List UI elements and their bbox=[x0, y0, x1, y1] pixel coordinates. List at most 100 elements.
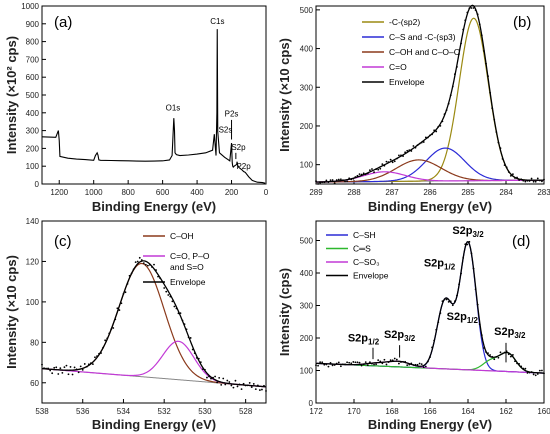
data-point bbox=[453, 73, 456, 76]
data-point bbox=[480, 334, 483, 337]
data-point bbox=[63, 366, 66, 369]
y-tick-label: 60 bbox=[30, 379, 39, 388]
data-point bbox=[114, 318, 117, 321]
data-point bbox=[410, 362, 413, 365]
data-point bbox=[342, 363, 344, 366]
plot-frame-d bbox=[315, 220, 545, 404]
data-point bbox=[530, 177, 533, 180]
data-point bbox=[482, 50, 485, 52]
data-point bbox=[530, 371, 533, 373]
data-point bbox=[346, 361, 348, 364]
data-point bbox=[402, 155, 404, 158]
y-tick-label: 400 bbox=[300, 269, 314, 278]
data-point bbox=[404, 360, 407, 363]
data-point bbox=[368, 169, 371, 172]
data-point bbox=[395, 358, 398, 361]
data-point bbox=[47, 367, 50, 370]
data-point bbox=[543, 178, 545, 181]
data-point bbox=[489, 354, 492, 356]
x-axis-title-b: Binding Energy (eV) bbox=[368, 199, 492, 214]
data-point bbox=[487, 75, 489, 78]
data-point bbox=[236, 385, 239, 388]
x-tick-label: 1000 bbox=[85, 188, 103, 197]
data-point bbox=[118, 309, 121, 311]
data-point bbox=[451, 304, 454, 307]
data-point bbox=[73, 366, 76, 369]
data-point bbox=[509, 175, 512, 177]
data-point bbox=[422, 141, 425, 143]
data-point bbox=[443, 298, 446, 301]
data-point bbox=[377, 359, 380, 362]
y-axis-title-b: Intensity (×10 cps) bbox=[277, 38, 292, 152]
data-point bbox=[136, 260, 139, 263]
data-point bbox=[206, 376, 208, 379]
x-tick-label: 534 bbox=[117, 407, 131, 416]
data-point bbox=[165, 290, 168, 293]
data-point bbox=[536, 177, 539, 180]
data-point bbox=[87, 363, 90, 366]
data-point bbox=[437, 125, 440, 128]
data-point bbox=[98, 352, 100, 355]
data-point bbox=[400, 361, 402, 363]
data-point bbox=[497, 356, 500, 359]
data-point bbox=[524, 367, 527, 370]
annotations-a: C1s O1s P2s S2s S2p P2p bbox=[166, 17, 252, 171]
data-point bbox=[514, 177, 516, 179]
data-point bbox=[366, 364, 369, 367]
data-point bbox=[464, 243, 467, 246]
data-point bbox=[418, 142, 421, 145]
data-point bbox=[491, 355, 494, 358]
data-point bbox=[197, 357, 200, 360]
legend-entry: Envelope bbox=[353, 271, 389, 281]
data-point bbox=[462, 256, 465, 259]
data-point bbox=[398, 154, 400, 157]
data-point bbox=[379, 167, 382, 170]
peak-label: S2p bbox=[231, 143, 246, 152]
x-tick-label: 528 bbox=[239, 407, 253, 416]
legend-entry: C=O, P–O bbox=[170, 251, 210, 261]
data-point bbox=[491, 107, 494, 109]
data-point bbox=[65, 364, 68, 367]
data-point bbox=[429, 134, 431, 137]
data-point bbox=[352, 361, 355, 363]
data-point bbox=[226, 379, 229, 382]
data-point bbox=[358, 361, 361, 364]
data-point bbox=[112, 327, 115, 329]
data-point bbox=[538, 369, 541, 372]
data-point bbox=[138, 256, 141, 259]
plot-area-c bbox=[41, 256, 267, 392]
data-point bbox=[389, 359, 392, 362]
data-point bbox=[480, 34, 483, 37]
data-point bbox=[422, 366, 425, 369]
data-point bbox=[153, 263, 155, 266]
data-point bbox=[501, 352, 504, 355]
data-point bbox=[449, 300, 452, 303]
legend-entry: C–OH and C–O–C bbox=[389, 47, 460, 57]
data-point bbox=[263, 384, 265, 387]
data-point bbox=[373, 363, 375, 366]
data-point bbox=[344, 363, 346, 366]
data-point bbox=[528, 180, 531, 182]
data-point bbox=[474, 9, 477, 11]
data-point bbox=[509, 355, 512, 358]
data-point bbox=[377, 168, 380, 171]
data-point bbox=[189, 337, 192, 339]
data-point bbox=[327, 365, 330, 368]
data-point bbox=[157, 275, 159, 278]
data-point bbox=[110, 328, 113, 331]
data-point bbox=[435, 130, 438, 133]
x-tick-label: 532 bbox=[158, 407, 172, 416]
y-tick-label: 200 bbox=[26, 144, 40, 153]
data-point bbox=[120, 302, 123, 305]
data-point bbox=[323, 181, 326, 184]
data-point bbox=[331, 179, 334, 181]
panel-label-b: (b) bbox=[513, 14, 531, 31]
legend-d: C–SH C═S C–SO₃ Envelope bbox=[326, 230, 389, 281]
y-tick-label: 200 bbox=[300, 122, 314, 131]
legend-entry: C–SH bbox=[353, 230, 376, 240]
data-point bbox=[159, 277, 162, 280]
data-point bbox=[445, 298, 448, 301]
data-point bbox=[497, 141, 500, 144]
data-point bbox=[410, 150, 413, 152]
data-point bbox=[398, 362, 400, 365]
